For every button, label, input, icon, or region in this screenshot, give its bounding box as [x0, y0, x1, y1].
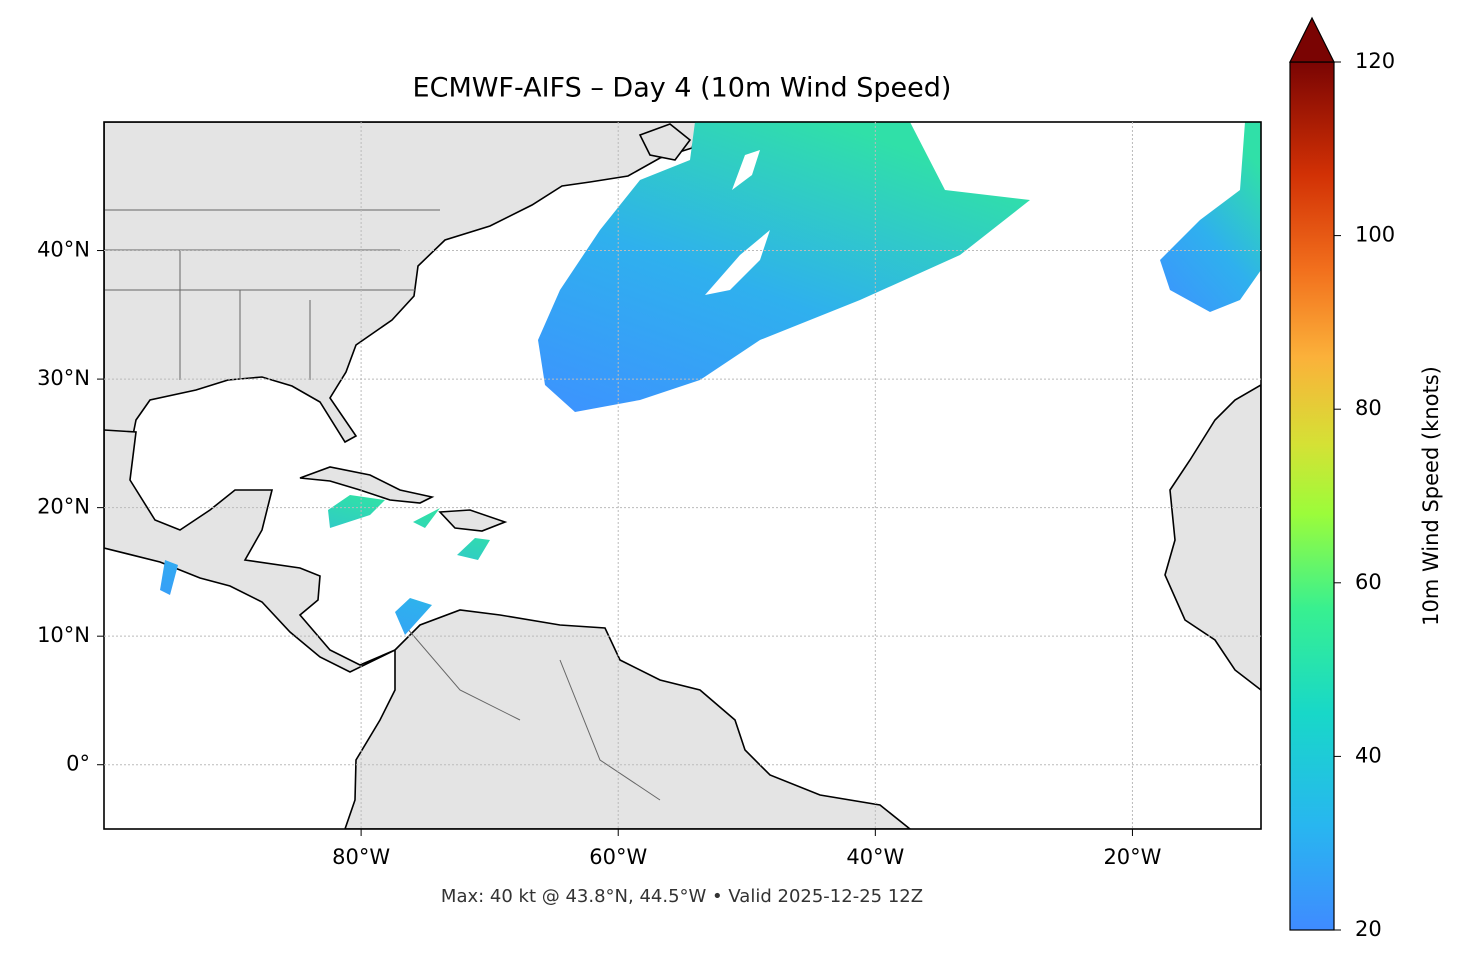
wind-swath: [538, 122, 1030, 412]
hispaniola: [438, 509, 508, 532]
colorbar-tick-label: 60: [1355, 570, 1382, 594]
state-borders: [104, 209, 661, 801]
colorbar-tick-label: 20: [1355, 917, 1382, 941]
south-america: [344, 609, 912, 829]
y-tick-label: 30°N: [37, 366, 90, 390]
y-tick-label: 0°: [66, 752, 90, 776]
colorbar-tick-label: 100: [1355, 223, 1395, 247]
wind-gap: [705, 150, 770, 295]
map-frame: [103, 121, 1262, 830]
y-tick-label: 40°N: [37, 238, 90, 262]
colorbar-tick-label: 80: [1355, 396, 1382, 420]
north-america: [104, 122, 701, 444]
y-tick-label: 10°N: [37, 623, 90, 647]
title: ECMWF-AIFS – Day 4 (10m Wind Speed): [413, 73, 952, 104]
x-tick-label: 80°W: [332, 845, 390, 869]
newfoundland: [638, 123, 692, 161]
colorbar-tick-label: 120: [1355, 49, 1395, 73]
footer: Max: 40 kt @ 43.8°N, 44.5°W • Valid 2025…: [441, 886, 923, 907]
cuba: [299, 466, 435, 504]
wind-swath: [1160, 122, 1261, 312]
x-tick-label: 40°W: [846, 845, 904, 869]
colorbar: [1289, 61, 1335, 931]
central-america: [104, 429, 396, 673]
x-tick-label: 20°W: [1103, 845, 1161, 869]
y-tick-label: 20°N: [37, 495, 90, 519]
colorbar-label: 10m Wind Speed (knots): [1419, 366, 1443, 626]
colorbar-tick-label: 40: [1355, 743, 1382, 767]
map: [104, 122, 1261, 829]
africa: [1164, 384, 1261, 692]
x-tick-label: 60°W: [589, 845, 647, 869]
colorbar-extend: [1289, 16, 1335, 63]
